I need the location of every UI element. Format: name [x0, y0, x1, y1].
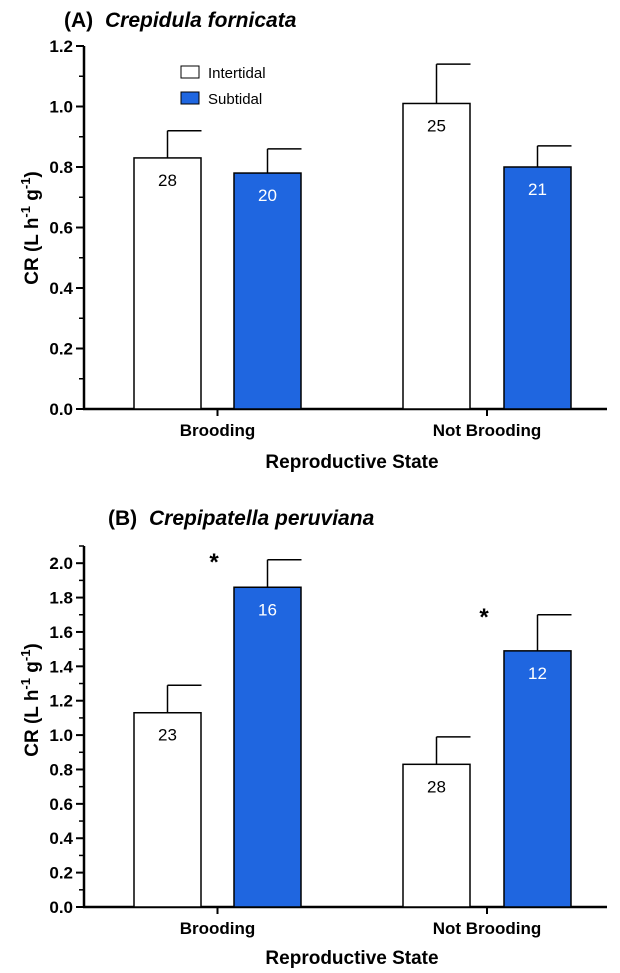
bar-n-label: 20 [258, 186, 277, 205]
panel-a: (A) Crepidula fornicata Intertidal Subti… [18, 9, 607, 473]
bar-intertidal [133, 711, 202, 908]
x-category-label: Not Brooding [433, 421, 542, 440]
bar-subtidal [233, 172, 302, 410]
bar-n-label: 21 [528, 180, 547, 199]
panel-a-ylabel-end: ) [22, 171, 43, 177]
panel-b-title: (B) Crepipatella peruviana [108, 507, 375, 530]
y-tick-label: 0.6 [49, 219, 73, 238]
significance-star: * [209, 549, 219, 576]
panel-a-title: (A) Crepidula fornicata [64, 9, 297, 32]
y-tick-label: 1.6 [49, 623, 73, 642]
y-tick-label: 0.0 [49, 898, 73, 917]
panel-a-xlabel: Reproductive State [265, 452, 438, 473]
panel-a-ylabel-sup2: -1 [18, 178, 33, 190]
legend-swatch-intertidal [180, 65, 200, 79]
y-tick-label: 0.4 [49, 279, 73, 298]
y-tick-label: 0.2 [49, 864, 73, 883]
bar-n-label: 12 [528, 664, 547, 683]
panel-b-xlabel: Reproductive State [265, 948, 438, 969]
bar-intertidal [402, 763, 471, 908]
y-tick-label: 0.8 [49, 158, 73, 177]
bar-n-label: 25 [427, 116, 446, 135]
bar-n-label: 23 [158, 726, 177, 745]
y-tick-label: 1.0 [49, 98, 73, 117]
panel-b-ylabel-sup1: -1 [18, 678, 33, 690]
y-tick-label: 0.4 [49, 829, 73, 848]
legend: Intertidal Subtidal [180, 65, 266, 108]
bar-intertidal [133, 157, 202, 410]
legend-swatch-subtidal [180, 91, 200, 105]
x-category-label: Brooding [180, 421, 256, 440]
legend-label-intertidal: Intertidal [208, 65, 266, 82]
bar-n-label: 28 [158, 171, 177, 190]
y-tick-label: 1.0 [49, 726, 73, 745]
panel-b-ylabel-end: ) [22, 643, 43, 649]
panel-a-ylabel-mid: g [22, 189, 43, 206]
panel-b-ylabel: CR (L h-1 g-1) [18, 643, 43, 757]
bar-n-label: 28 [427, 777, 446, 796]
y-tick-label: 0.6 [49, 795, 73, 814]
y-tick-label: 1.8 [49, 589, 73, 608]
x-category-label: Brooding [180, 919, 256, 938]
panel-b-ylabel-sup2: -1 [18, 650, 33, 662]
panel-a-title-prefix: (A) [64, 9, 93, 32]
bar-subtidal [503, 166, 572, 410]
panel-b-ylabel-mid: g [22, 661, 43, 678]
panel-b-ylabel-main: CR (L h [22, 690, 43, 757]
y-tick-label: 1.4 [49, 657, 73, 676]
panel-a-ylabel-sup1: -1 [18, 206, 33, 218]
y-tick-label: 0.8 [49, 760, 73, 779]
bar-n-label: 16 [258, 600, 277, 619]
y-tick-label: 2.0 [49, 554, 73, 573]
bar-subtidal [503, 650, 572, 908]
y-tick-label: 0.2 [49, 340, 73, 359]
panel-a-ylabel: CR (L h-1 g-1) [18, 171, 43, 285]
bar-intertidal [402, 102, 471, 410]
panel-b-title-prefix: (B) [108, 507, 137, 530]
bar-subtidal [233, 586, 302, 908]
panel-b-species: Crepipatella peruviana [149, 507, 375, 530]
legend-label-subtidal: Subtidal [208, 91, 262, 108]
significance-star: * [479, 604, 489, 631]
y-tick-label: 1.2 [49, 692, 73, 711]
y-tick-label: 1.2 [49, 37, 73, 56]
y-tick-label: 0.0 [49, 400, 73, 419]
panel-b: (B) Crepipatella peruviana Reproductive … [18, 507, 607, 969]
panel-a-ylabel-main: CR (L h [22, 218, 43, 285]
x-category-label: Not Brooding [433, 919, 542, 938]
panel-a-species: Crepidula fornicata [105, 9, 297, 32]
